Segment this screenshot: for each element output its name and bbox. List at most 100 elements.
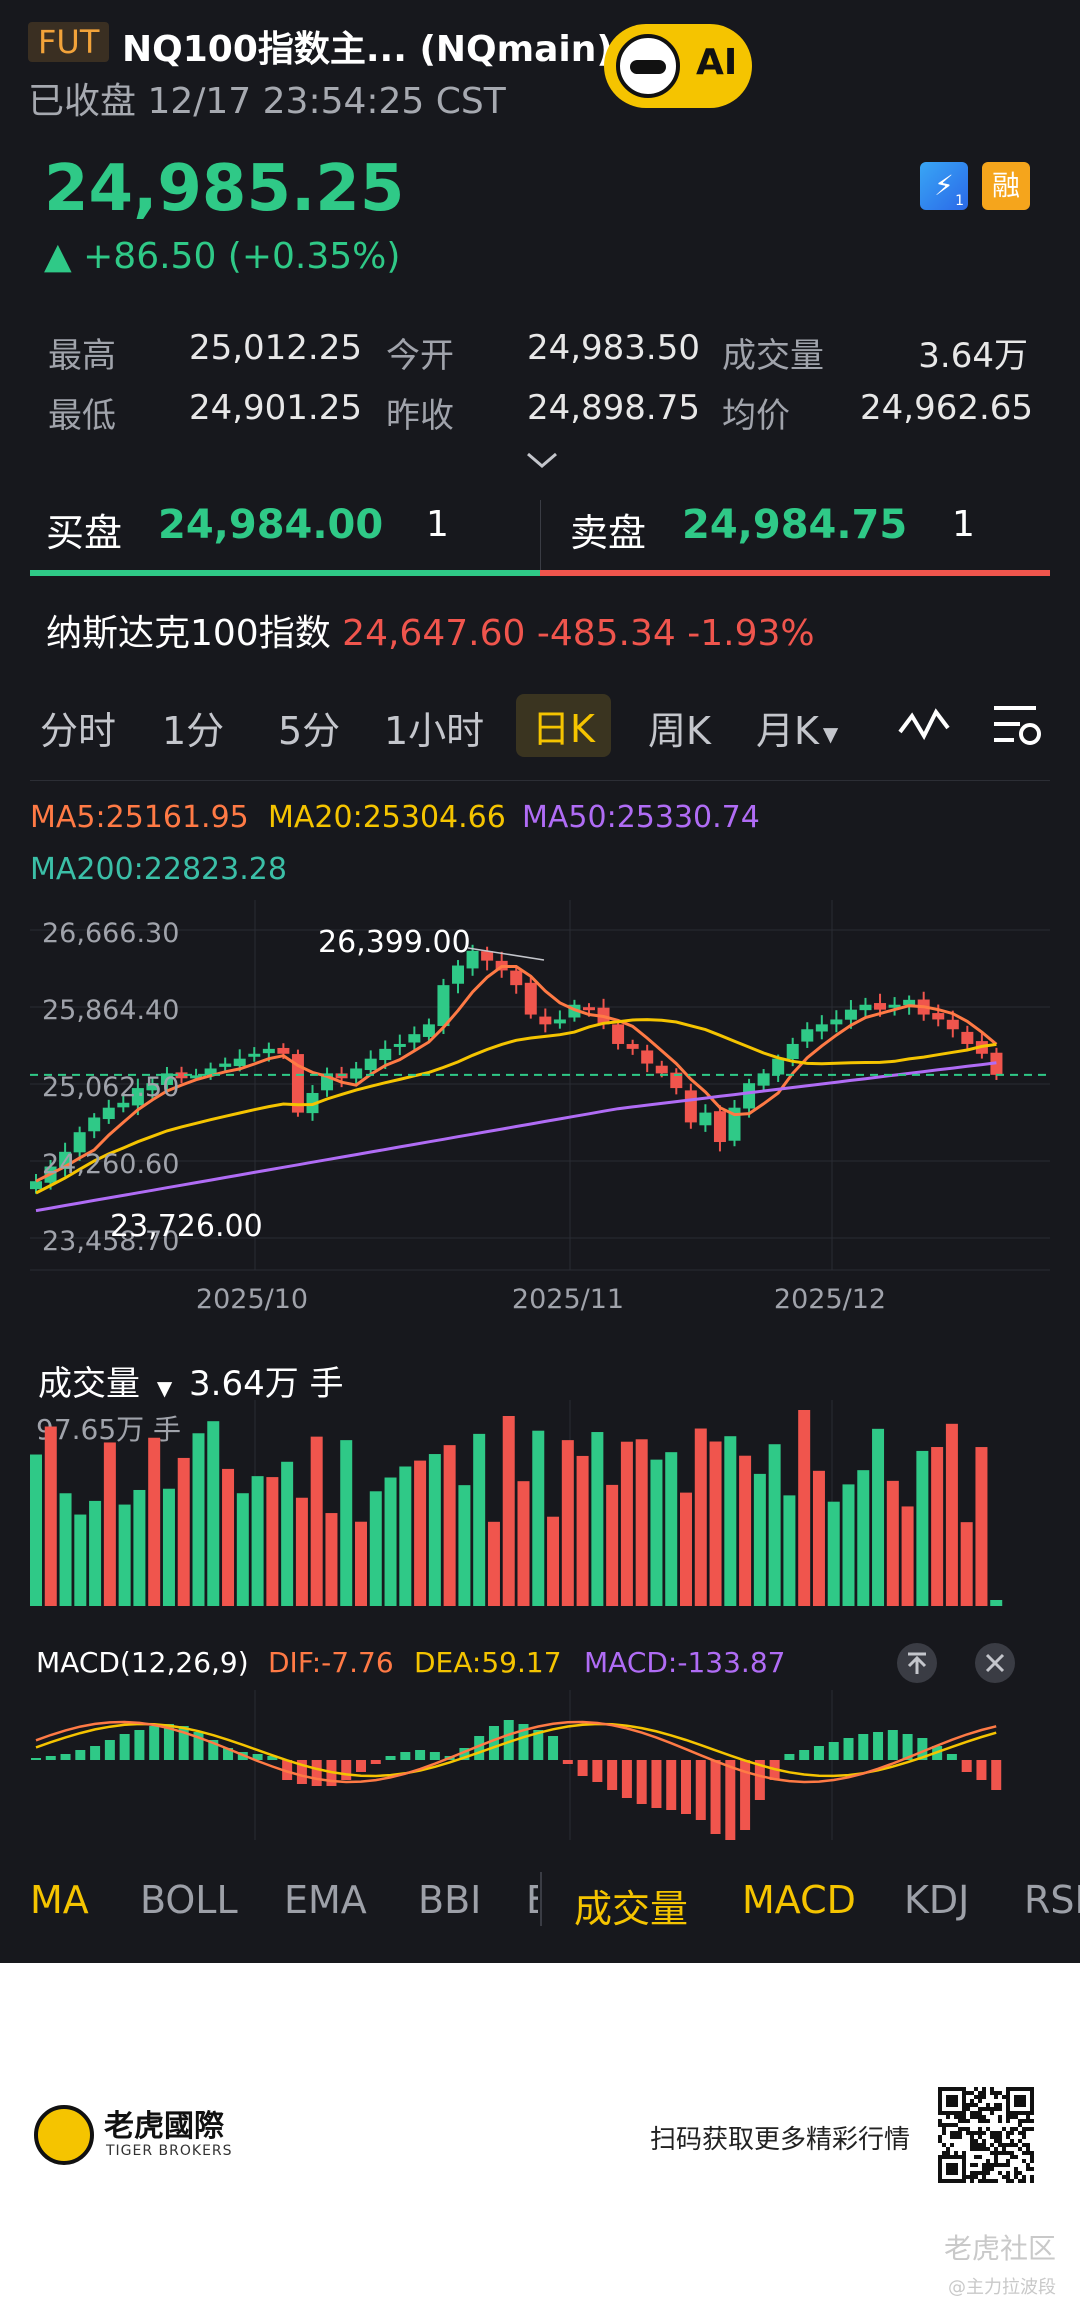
qr-module <box>1006 2163 1010 2167</box>
qr-module <box>998 2119 1002 2123</box>
tab-daily-k[interactable]: 日K <box>516 694 611 757</box>
qr-module <box>1002 2147 1006 2151</box>
candle-body <box>219 1063 232 1067</box>
qr-module <box>986 2147 990 2151</box>
qr-module <box>958 2131 962 2135</box>
qr-module <box>1010 2139 1014 2143</box>
qr-module <box>998 2143 1002 2147</box>
indicator-kdj[interactable]: KDJ <box>904 1878 970 1922</box>
volume-chart[interactable] <box>0 1400 1080 1610</box>
instrument-title[interactable]: NQ100指数主... (NQmain) <box>122 29 613 70</box>
qr-module <box>970 2175 974 2179</box>
qr-module <box>1002 2163 1006 2167</box>
macd-histogram-bar <box>60 1754 71 1760</box>
qr-module <box>978 2111 982 2115</box>
candle-body <box>364 1058 377 1071</box>
ai-label: AI <box>696 42 738 83</box>
indicator-macd[interactable]: MACD <box>742 1878 856 1922</box>
volume-selector[interactable]: 成交量 ▼ 3.64万 手 <box>38 1356 344 1405</box>
kline-chart[interactable]: 26,666.30 25,864.40 25,062.50 24,260.60 23,4… <box>0 890 1080 1330</box>
qr-code-icon[interactable] <box>938 2087 1034 2183</box>
indicator-bbi[interactable]: BBI <box>418 1878 482 1922</box>
qr-module <box>958 2115 962 2119</box>
related-index[interactable]: 纳斯达克100指数 24,647.60 -485.34 -1.93% <box>46 604 815 656</box>
chart-settings-icon[interactable] <box>990 700 1044 750</box>
qr-module <box>946 2123 950 2127</box>
macd-histogram-bar <box>651 1760 662 1808</box>
stat-label-volume: 成交量 <box>722 336 824 376</box>
qr-module <box>998 2151 1002 2155</box>
chevron-down-icon[interactable] <box>524 448 560 472</box>
macd-histogram-bar <box>902 1734 913 1760</box>
qr-module <box>1030 2159 1034 2163</box>
tabs-divider <box>30 780 1050 781</box>
indicator-ma[interactable]: MA <box>30 1878 89 1922</box>
tab-1min[interactable]: 1分 <box>162 709 225 753</box>
margin-badge[interactable]: 融 <box>982 162 1030 210</box>
line-chart-icon[interactable] <box>896 702 952 746</box>
candle-body <box>757 1073 770 1086</box>
qr-module <box>994 2103 998 2107</box>
qr-module <box>970 2135 974 2139</box>
ai-assistant-button[interactable]: AI <box>604 24 752 108</box>
stat-value-high: 25,012.25 <box>188 328 362 368</box>
volume-bar <box>872 1428 885 1606</box>
stat-label-high: 最高 <box>48 336 116 376</box>
macd-histogram-bar <box>695 1760 706 1820</box>
volume-bar <box>399 1466 412 1606</box>
stat-value-open: 24,983.50 <box>526 328 700 368</box>
volume-bar <box>517 1481 530 1606</box>
qr-module <box>998 2091 1002 2095</box>
macd-histogram-bar <box>45 1756 56 1760</box>
macd-histogram-bar <box>666 1760 677 1810</box>
macd-histogram-bar <box>104 1740 115 1760</box>
qr-module <box>1014 2155 1018 2159</box>
tab-timeshare[interactable]: 分时 <box>40 709 117 753</box>
volume-bar <box>74 1514 87 1606</box>
qr-module <box>1022 2151 1026 2155</box>
qr-module <box>1026 2167 1030 2171</box>
qr-module <box>994 2159 998 2163</box>
watermark: 老虎社区 <box>944 2232 1057 2265</box>
tab-1hour[interactable]: 1小时 <box>384 709 485 753</box>
candle-body <box>743 1083 756 1109</box>
indicator-rsi[interactable]: RSI <box>1024 1878 1080 1922</box>
qr-module <box>1006 2175 1010 2179</box>
qr-module <box>978 2119 982 2123</box>
candle-body <box>684 1090 697 1123</box>
indicator-volume[interactable]: 成交量 <box>574 1887 689 1931</box>
indicator-e[interactable]: E <box>526 1878 538 1922</box>
qr-module <box>978 2115 982 2119</box>
qr-module <box>974 2131 978 2135</box>
qr-module <box>942 2131 946 2135</box>
candle-body <box>393 1043 406 1047</box>
qr-finder <box>1006 2087 1034 2115</box>
macd-chart[interactable] <box>0 1690 1080 1840</box>
volume-bar <box>916 1450 929 1606</box>
tab-5min[interactable]: 5分 <box>278 709 341 753</box>
lightning-badge-icon[interactable]: ⚡ 1 <box>920 162 968 210</box>
candle-body <box>612 1024 625 1044</box>
qr-module <box>1010 2143 1014 2147</box>
volume-bar <box>680 1492 692 1606</box>
candle-body <box>728 1107 741 1141</box>
index-name: 纳斯达克100指数 <box>46 613 331 654</box>
qr-module <box>1026 2143 1030 2147</box>
macd-histogram-bar <box>90 1746 101 1760</box>
candle-body <box>830 1019 843 1025</box>
pin-top-icon[interactable] <box>896 1642 938 1684</box>
qr-module <box>1006 2171 1010 2175</box>
qr-module <box>954 2123 958 2127</box>
volume-bar <box>310 1436 323 1606</box>
tab-weekly-k[interactable]: 周K <box>648 709 711 753</box>
x-tick-label: 2025/12 <box>774 1284 886 1315</box>
close-icon[interactable] <box>974 1642 1016 1684</box>
qr-module <box>1002 2143 1006 2147</box>
indicator-ema[interactable]: EMA <box>284 1878 367 1922</box>
orderbook-divider <box>540 500 541 570</box>
macd-histogram-bar <box>31 1758 41 1760</box>
tab-monthly-k[interactable]: 月K ▼ <box>756 700 838 755</box>
indicator-boll[interactable]: BOLL <box>140 1878 238 1922</box>
macd-histogram-bar <box>459 1748 470 1760</box>
candle-body <box>204 1068 217 1076</box>
